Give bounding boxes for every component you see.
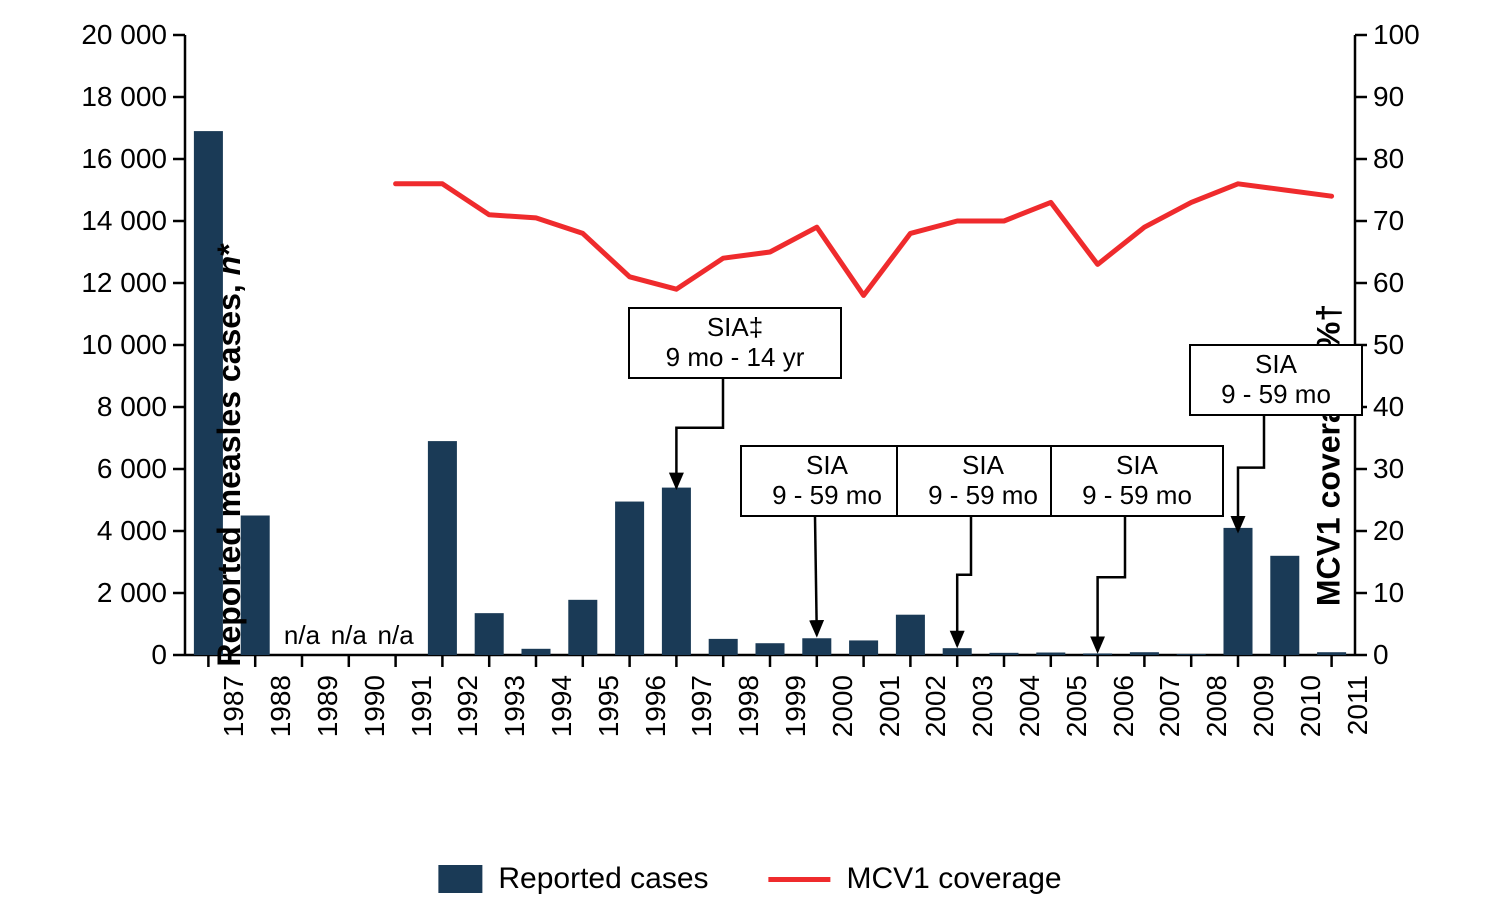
y-left-tick-label: 10 000 [81,329,167,361]
y-right-tick-label: 20 [1373,515,1404,547]
y-right-tick-label: 40 [1373,391,1404,423]
y-left-tick-label: 4 000 [97,515,167,547]
measles-chart: Reported measles cases, n* MCV1 coverage… [0,0,1500,910]
callout-sia-2003: SIA9 - 59 mo [896,445,1070,517]
y-right-tick-label: 90 [1373,81,1404,113]
y-left-axis-label: Reported measles cases, n* [211,243,248,666]
x-tick-label: 1994 [546,675,578,737]
x-tick-label: 1995 [593,675,625,737]
x-tick-label: 2003 [967,675,999,737]
x-tick-label: 1989 [312,675,344,737]
legend-line-icon [769,877,831,882]
x-tick-label: 1996 [640,675,672,737]
legend-item-bars: Reported cases [438,862,708,896]
x-tick-label: 2007 [1154,675,1186,737]
na-label: n/a [284,620,320,651]
y-left-tick-label: 0 [151,639,167,671]
x-tick-label: 1997 [686,675,718,737]
y-right-tick-label: 10 [1373,577,1404,609]
y-left-tick-label: 16 000 [81,143,167,175]
y-right-tick-label: 50 [1373,329,1404,361]
y-right-tick-label: 30 [1373,453,1404,485]
y-left-tick-label: 20 000 [81,19,167,51]
x-tick-label: 1990 [359,675,391,737]
legend-label-line: MCV1 coverage [847,862,1062,896]
y-right-tick-label: 100 [1373,19,1420,51]
x-tick-label: 1998 [733,675,765,737]
x-tick-label: 1993 [499,675,531,737]
y-left-tick-label: 12 000 [81,267,167,299]
y-left-tick-label: 8 000 [97,391,167,423]
callout-sia-2009: SIA9 - 59 mo [1189,344,1363,416]
callout-sia-2006: SIA9 - 59 mo [1050,445,1224,517]
y-right-tick-label: 80 [1373,143,1404,175]
x-tick-label: 2009 [1248,675,1280,737]
x-tick-label: 2010 [1295,675,1327,737]
x-tick-label: 2001 [874,675,906,737]
x-tick-label: 2000 [827,675,859,737]
y-right-tick-label: 60 [1373,267,1404,299]
na-label: n/a [331,620,367,651]
y-left-tick-label: 6 000 [97,453,167,485]
y-right-tick-label: 0 [1373,639,1389,671]
y-left-tick-label: 14 000 [81,205,167,237]
x-tick-label: 2004 [1014,675,1046,737]
callout-sia-1997: SIA‡9 mo - 14 yr [628,307,842,379]
x-tick-label: 2011 [1342,675,1374,735]
legend-label-bars: Reported cases [498,862,708,896]
x-tick-label: 2005 [1061,675,1093,737]
y-right-tick-label: 70 [1373,205,1404,237]
legend-item-line: MCV1 coverage [769,862,1062,896]
x-tick-label: 2002 [920,675,952,737]
callout-sia-2000: SIA9 - 59 mo [740,445,914,517]
y-left-tick-label: 18 000 [81,81,167,113]
x-tick-label: 1999 [780,675,812,737]
legend-swatch-icon [438,865,482,893]
x-tick-label: 2006 [1108,675,1140,737]
na-label: n/a [378,620,414,651]
x-tick-label: 1987 [218,675,250,737]
x-tick-label: 1988 [265,675,297,737]
x-tick-label: 2008 [1201,675,1233,737]
x-tick-label: 1991 [406,675,438,737]
x-tick-label: 1992 [452,675,484,737]
legend: Reported cases MCV1 coverage [438,862,1061,896]
y-left-tick-label: 2 000 [97,577,167,609]
